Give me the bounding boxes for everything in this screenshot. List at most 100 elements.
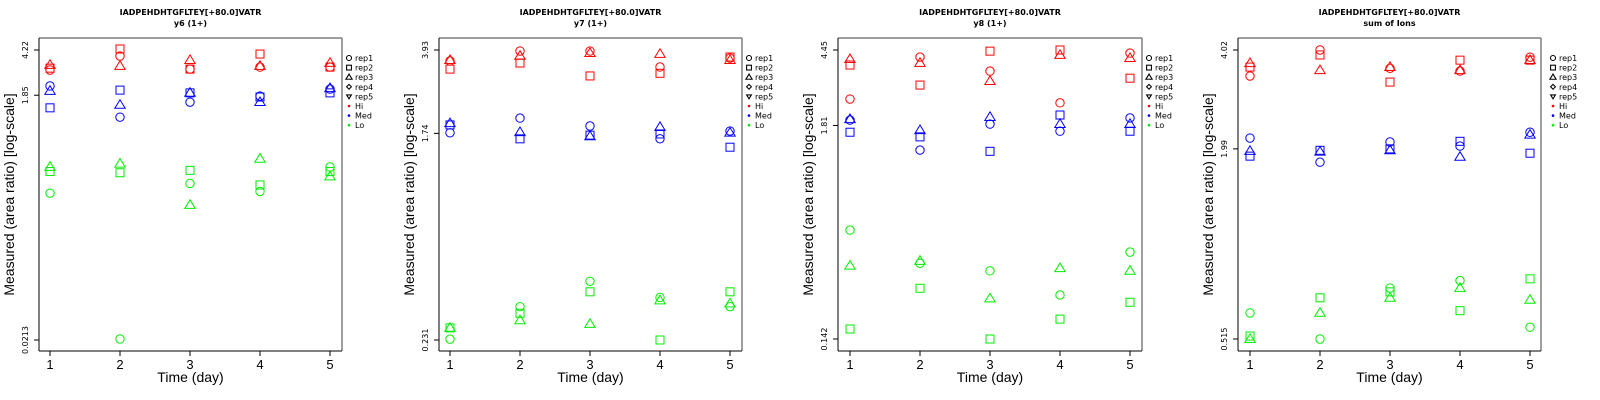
data-point-lo-rep2 <box>1055 314 1065 324</box>
legend-rep3-symbol-icon <box>744 73 754 80</box>
legend-label: rep4 <box>355 83 373 92</box>
data-point-lo-rep3 <box>583 317 597 328</box>
data-point-lo-rep3 <box>443 321 457 332</box>
x-tick-label: 2 <box>516 357 523 372</box>
data-point-med-rep3 <box>1453 150 1467 161</box>
y-tick-label: 1.81 <box>820 117 829 135</box>
legend-label: rep3 <box>755 73 773 82</box>
data-point-lo-rep1 <box>1055 290 1065 300</box>
data-point-lo-rep2 <box>445 323 455 333</box>
data-point-hi-rep2 <box>1245 62 1255 72</box>
data-point-hi-rep2 <box>325 62 335 72</box>
data-point-lo-rep2 <box>725 287 735 297</box>
data-point-lo-rep3 <box>843 259 857 270</box>
data-point-hi-rep3 <box>513 49 527 60</box>
data-point-hi-rep2 <box>1385 77 1395 87</box>
diamond-icon <box>745 83 753 90</box>
data-point-hi-rep3 <box>983 74 997 86</box>
chart-subtitle: y7 (1+) <box>574 19 607 28</box>
data-point-lo-rep2 <box>325 167 335 177</box>
legend-rep1-symbol-icon <box>1549 54 1557 62</box>
y-tick-label: 3.93 <box>421 41 430 59</box>
data-point-lo-rep3 <box>1453 281 1467 292</box>
x-tick-label: 1 <box>46 357 53 372</box>
data-point-lo-rep2 <box>985 334 995 344</box>
legend-label: Lo <box>355 121 364 130</box>
circle-icon <box>345 54 353 62</box>
legend-label: Hi <box>1155 102 1163 111</box>
triangle-icon <box>1144 73 1154 80</box>
circle-icon <box>1145 54 1153 62</box>
data-point-med-rep3 <box>43 84 57 95</box>
data-point-hi-rep1 <box>1055 98 1065 108</box>
legend-hi-dot-icon <box>1147 104 1151 108</box>
data-point-med-rep2 <box>185 88 195 98</box>
legend-label: Med <box>355 112 372 121</box>
data-point-lo-rep3 <box>1523 293 1537 304</box>
data-point-hi-rep2 <box>985 46 995 56</box>
data-point-med-rep2 <box>1245 151 1255 161</box>
data-point-hi-rep1 <box>185 64 195 74</box>
chart-title: IADPEHDHTGFLTEY[+80.0]VATR <box>120 8 262 17</box>
y-tick-label: 1.85 <box>21 86 30 104</box>
y-axis-label: Measured (area ratio) [log-scale] <box>1200 93 1216 295</box>
x-axis-label: Time (day) <box>1356 369 1422 385</box>
y-tick-label: 0.231 <box>421 329 430 352</box>
chart-subtitle: y6 (1+) <box>174 19 207 28</box>
legend-label: Hi <box>755 102 763 111</box>
data-point-hi-rep3 <box>1313 64 1327 75</box>
legend-med-dot-icon <box>347 114 351 117</box>
y-tick-label: 4.45 <box>820 41 829 59</box>
data-point-hi-rep1 <box>655 62 665 72</box>
data-point-med-rep3 <box>1123 117 1137 128</box>
data-point-lo-rep2 <box>1455 306 1465 316</box>
data-point-hi-rep2 <box>255 49 265 59</box>
x-tick-label: 4 <box>1056 357 1063 372</box>
data-point-hi-rep1 <box>915 52 925 62</box>
legend-med-dot-icon <box>747 114 751 117</box>
data-point-lo-rep1 <box>655 292 665 303</box>
chart-panel-4: IADPEHDHTGFLTEY[+80.0]VATR sum of Ions 1 2 3… <box>1200 8 1577 385</box>
x-tick-label: 3 <box>186 357 193 372</box>
data-point-lo-rep3 <box>183 198 197 209</box>
legend-rep4-symbol-icon <box>345 83 353 90</box>
legend-label: rep5 <box>755 92 773 101</box>
data-point-med-rep3 <box>253 95 267 107</box>
data-point-lo-rep3 <box>1123 264 1137 275</box>
data-point-med-rep2 <box>1525 148 1535 158</box>
data-point-hi-rep3 <box>323 56 337 67</box>
x-tick-label: 5 <box>326 357 333 372</box>
data-point-hi-rep2 <box>1125 73 1135 83</box>
data-point-lo-rep2 <box>515 308 525 318</box>
legend-label: rep2 <box>1559 64 1577 73</box>
square-icon <box>1550 64 1556 71</box>
data-point-lo-rep1 <box>1455 275 1465 286</box>
square-icon <box>746 64 752 71</box>
legend-label: rep4 <box>755 83 773 92</box>
diamond-icon <box>1145 83 1153 90</box>
data-point-med-rep2 <box>115 85 125 95</box>
data-point-lo-rep1 <box>325 162 335 172</box>
chart-title: IADPEHDHTGFLTEY[+80.0]VATR <box>919 8 1061 17</box>
legend-label: rep3 <box>355 73 373 82</box>
legend-label: Lo <box>1559 121 1568 130</box>
data-point-med-rep2 <box>655 129 665 139</box>
chart-subtitle: sum of Ions <box>1363 19 1416 28</box>
data-point-med-rep1 <box>185 97 195 107</box>
legend-med-dot-icon <box>1147 114 1151 117</box>
legend-rep3-symbol-icon <box>1144 73 1154 80</box>
y-tick-label: 0.515 <box>1220 328 1229 351</box>
data-point-hi-rep2 <box>845 60 855 70</box>
legend-rep2-symbol-icon <box>346 64 352 71</box>
data-point-med-rep2 <box>1125 126 1135 136</box>
data-point-med-rep1 <box>1385 137 1395 147</box>
x-tick-label: 4 <box>656 357 663 372</box>
legend-rep2-symbol-icon <box>1550 64 1556 71</box>
x-tick-label: 3 <box>1386 357 1393 372</box>
x-tick-label: 1 <box>446 357 453 372</box>
legend-lo-dot-icon <box>1551 123 1555 127</box>
data-point-hi-rep3 <box>183 53 197 64</box>
data-point-hi-rep2 <box>515 58 525 68</box>
data-point-med-rep3 <box>1523 128 1537 139</box>
